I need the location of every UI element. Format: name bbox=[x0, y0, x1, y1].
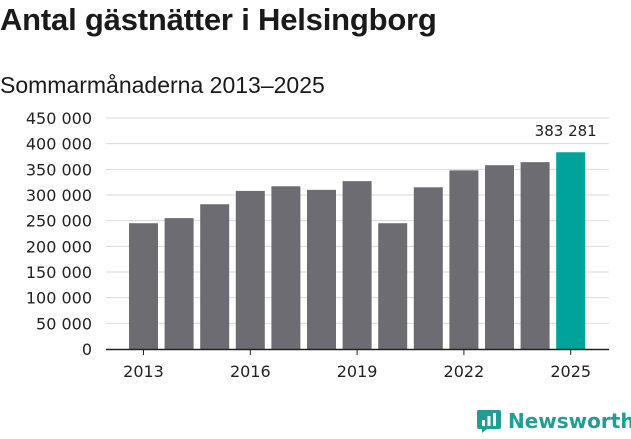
x-tick-label: 2016 bbox=[230, 362, 271, 381]
y-tick-label: 100 000 bbox=[26, 289, 92, 308]
bar-2015 bbox=[200, 204, 230, 349]
bar-2017 bbox=[271, 186, 301, 349]
chart-subtitle: Sommarmånaderna 2013–2025 bbox=[0, 72, 325, 98]
bar-2024 bbox=[520, 162, 550, 349]
x-axis: 2013 2016 2019 2022 2025 bbox=[106, 348, 609, 381]
newsworthy-brand[interactable]: Newsworthy bbox=[476, 406, 631, 436]
data-labels: 383 281 bbox=[535, 122, 597, 140]
bar-2016 bbox=[235, 190, 265, 349]
brand-name: Newsworthy bbox=[508, 409, 631, 433]
y-tick-label: 50 000 bbox=[36, 314, 92, 333]
y-tick-label: 150 000 bbox=[26, 263, 92, 282]
data-label: 383 281 bbox=[535, 122, 597, 140]
bar-2013 bbox=[129, 223, 158, 349]
x-tick-label: 2019 bbox=[337, 362, 378, 381]
x-tick-label: 2013 bbox=[123, 362, 164, 381]
x-tick-label: 2022 bbox=[444, 362, 485, 381]
y-tick-label: 400 000 bbox=[26, 135, 92, 154]
y-axis-tick-labels: 0 50 000 100 000 150 000 200 000 250 000 300 0… bbox=[26, 109, 92, 359]
bar-2018 bbox=[307, 189, 336, 349]
bar-2022 bbox=[449, 170, 479, 349]
y-tick-label: 250 000 bbox=[26, 212, 92, 231]
bar-2021 bbox=[413, 187, 443, 349]
y-tick-label: 200 000 bbox=[26, 237, 92, 256]
bars bbox=[129, 152, 586, 349]
chart-title: Antal gästnätter i Helsingborg bbox=[0, 2, 437, 37]
x-tick-label: 2025 bbox=[550, 362, 591, 381]
bar-2025 bbox=[556, 152, 586, 349]
bar-2023 bbox=[485, 165, 514, 349]
y-tick-label: 300 000 bbox=[26, 186, 92, 205]
y-tick-label: 450 000 bbox=[26, 109, 92, 128]
y-tick-label: 0 bbox=[82, 340, 92, 359]
y-tick-label: 350 000 bbox=[26, 160, 92, 179]
newsworthy-logo-icon bbox=[477, 410, 501, 433]
bar-2019 bbox=[342, 181, 372, 349]
bar-2014 bbox=[164, 218, 194, 349]
bar-2020 bbox=[378, 223, 408, 349]
